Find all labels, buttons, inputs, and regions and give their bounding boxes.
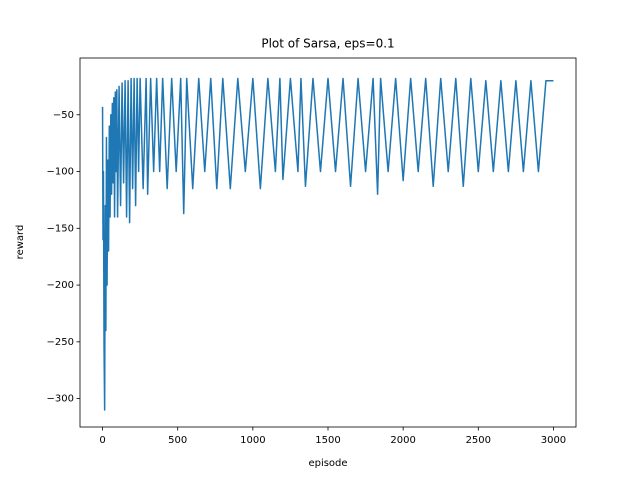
y-tick-label: −150 [47,223,74,234]
y-tick-label: −50 [53,110,74,121]
x-tick-label: 1000 [240,435,265,446]
x-tick-label: 2000 [390,435,415,446]
y-tick-label: −100 [47,167,74,178]
y-tick-label: −300 [47,394,74,405]
chart-title: Plot of Sarsa, eps=0.1 [261,37,394,51]
x-tick-label: 500 [168,435,187,446]
y-axis-label: reward [15,225,26,260]
x-tick-label: 3000 [541,435,566,446]
axes-frame [79,57,577,428]
y-tick-label: −200 [47,280,74,291]
x-tick-label: 1500 [315,435,340,446]
x-axis-label: episode [308,458,347,469]
line-series [101,77,554,411]
y-tick-label: −250 [47,337,74,348]
x-tick-label: 2500 [466,435,491,446]
x-tick-label: 0 [99,435,105,446]
